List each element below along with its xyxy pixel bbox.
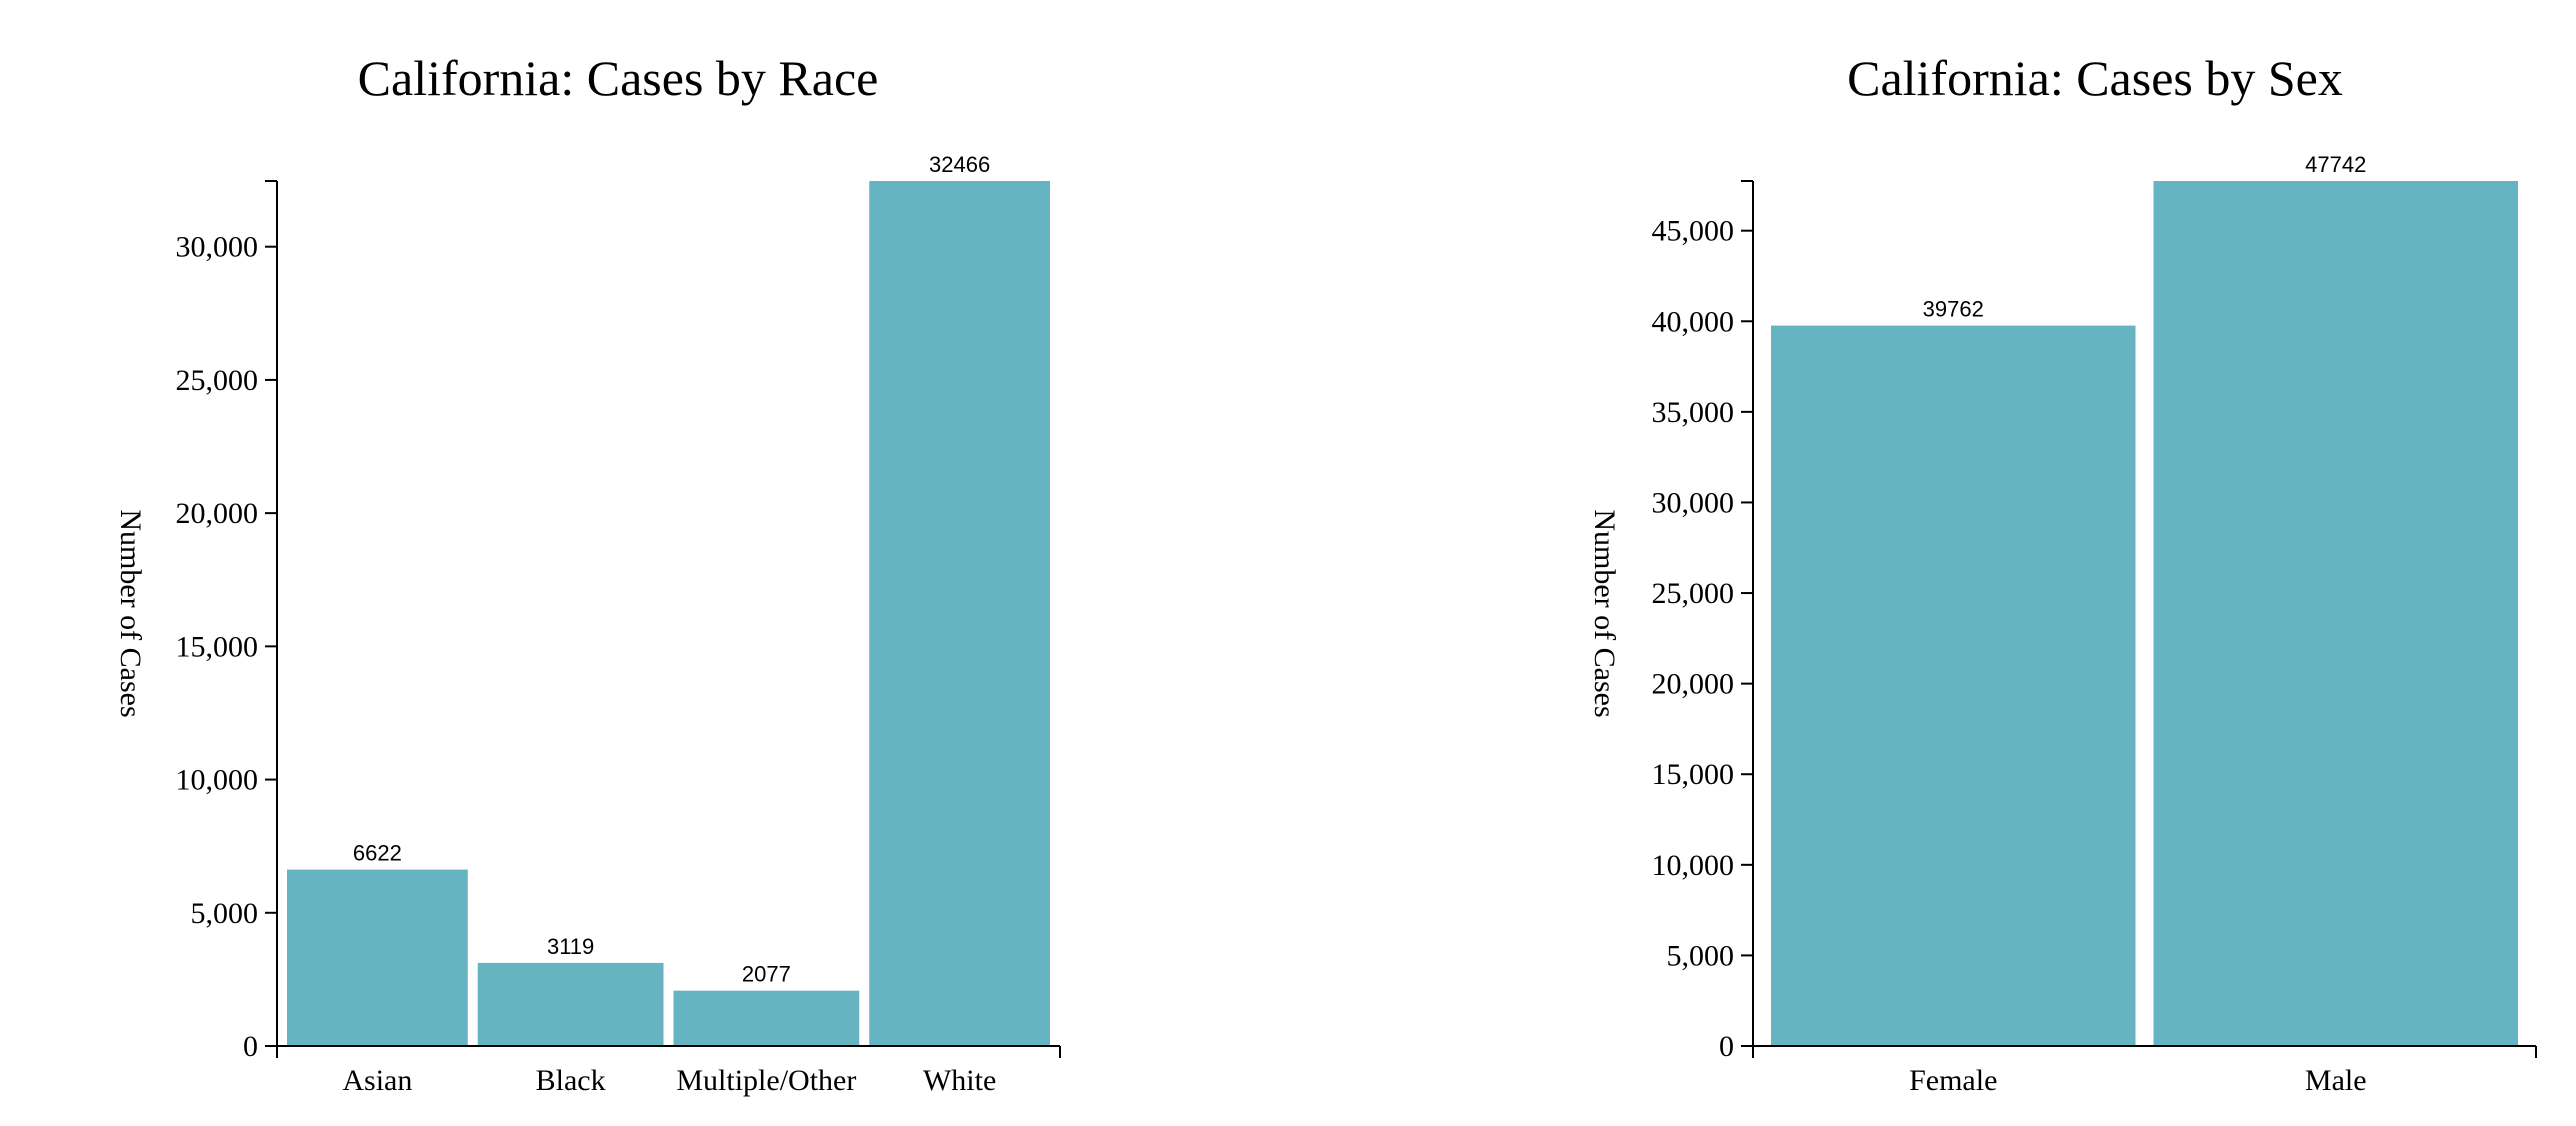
y-tick-label: 25,000 — [176, 364, 259, 397]
chart-title: California: Cases by Sex — [1847, 50, 2343, 106]
y-tick-label: 45,000 — [1652, 215, 1735, 248]
x-tick-label: White — [923, 1064, 996, 1097]
y-tick-label: 30,000 — [176, 231, 259, 264]
y-tick-label: 35,000 — [1652, 396, 1735, 429]
data-label: 47742 — [2305, 152, 2366, 177]
y-tick-label: 15,000 — [176, 630, 259, 663]
x-tick-label: Asian — [342, 1064, 412, 1097]
bar-female — [1771, 325, 2136, 1046]
bar-male — [2153, 181, 2518, 1046]
chart-title: California: Cases by Race — [358, 50, 879, 106]
y-tick-label: 0 — [1719, 1030, 1734, 1063]
bar-white — [869, 181, 1050, 1046]
bar-black — [477, 962, 664, 1046]
y-tick-label: 5,000 — [191, 897, 259, 930]
y-tick-label: 20,000 — [176, 497, 259, 530]
x-tick-label: Multiple/Other — [676, 1064, 856, 1097]
y-tick-label: 10,000 — [1652, 849, 1735, 882]
data-label: 3119 — [547, 934, 594, 959]
data-label: 39762 — [1923, 297, 1984, 322]
chart-1: California: Cases by Race Number of Cases… — [114, 50, 1061, 1097]
y-tick-label: 25,000 — [1652, 577, 1735, 610]
data-label: 6622 — [353, 841, 402, 866]
x-tick-label: Black — [536, 1064, 606, 1097]
y-tick-label: 30,000 — [1652, 486, 1735, 519]
bar-multiple-other — [673, 990, 860, 1046]
y-tick-label: 5,000 — [1667, 939, 1735, 972]
x-tick-label: Female — [1909, 1064, 1997, 1097]
bar-asian — [287, 869, 468, 1046]
data-label: 32466 — [929, 152, 990, 177]
y-tick-label: 20,000 — [1652, 668, 1735, 701]
y-axis-title: Number of Cases — [1588, 509, 1621, 717]
y-tick-label: 40,000 — [1652, 305, 1735, 338]
y-tick-label: 10,000 — [176, 764, 259, 797]
y-tick-label: 15,000 — [1652, 758, 1735, 791]
chart-2: California: Cases by Sex Number of Cases 3… — [1588, 50, 2537, 1097]
x-tick-label: Male — [2305, 1064, 2367, 1097]
y-axis-title: Number of Cases — [114, 509, 147, 717]
data-label: 2077 — [742, 962, 791, 987]
y-tick-label: 0 — [243, 1030, 258, 1063]
